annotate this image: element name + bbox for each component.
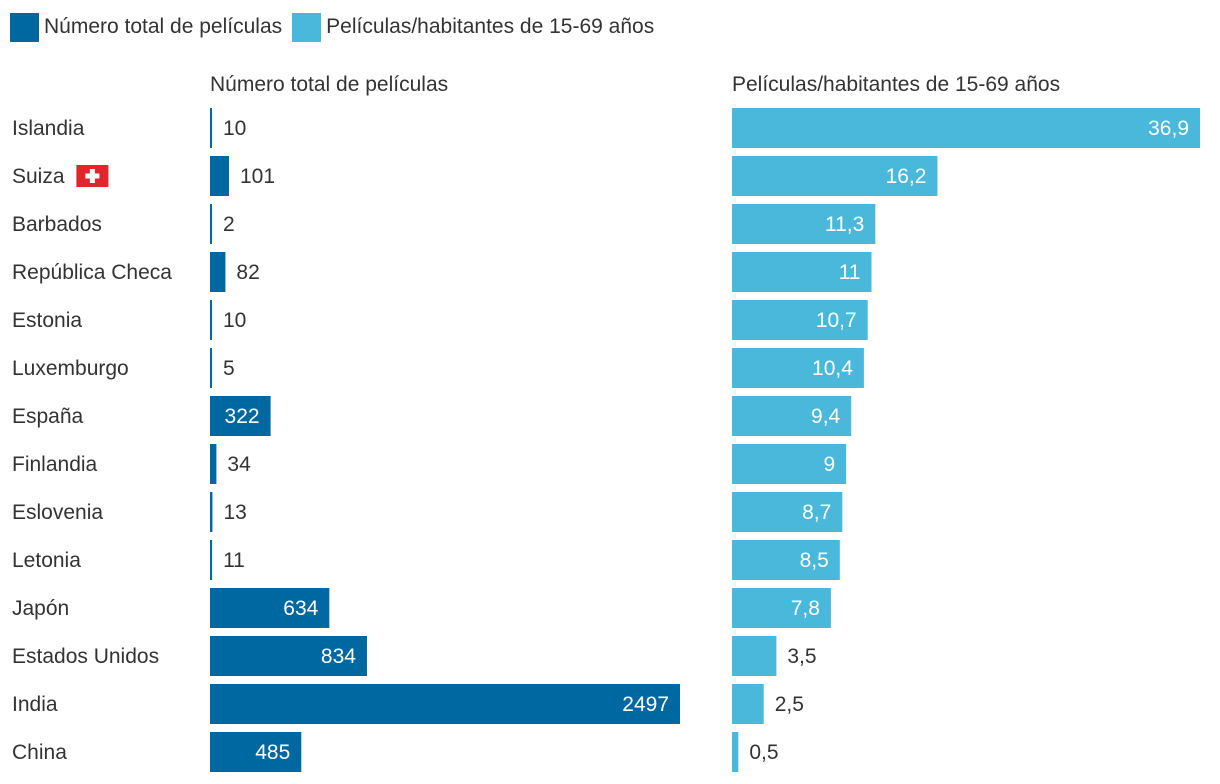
bar-total-estonia: [210, 300, 212, 340]
legend-item-per-capita: Películas/habitantes de 15-69 años: [292, 12, 655, 42]
value-label-total-india: 2497: [622, 693, 669, 716]
bar-total-japon: [210, 588, 330, 628]
swiss-flag-cross-horizontal: [85, 173, 100, 179]
bar-total-finlandia: [210, 444, 217, 484]
bar-per-capita-estonia: [732, 300, 868, 340]
bar-total-republica-checa: [210, 252, 226, 292]
value-label-per-capita-letonia: 8,5: [800, 549, 829, 572]
legend-item-total: Número total de películas: [10, 12, 283, 42]
bar-per-capita-espana: [732, 396, 852, 436]
category-label-letonia: Letonia: [12, 549, 81, 572]
column-title-total: Número total de películas: [210, 73, 449, 96]
value-label-per-capita-estados-unidos: 3,5: [787, 645, 816, 668]
category-label-espana: España: [12, 405, 84, 428]
value-label-per-capita-islandia: 36,9: [1148, 117, 1189, 140]
category-label-eslovenia: Eslovenia: [12, 501, 103, 524]
bar-per-capita-china: [732, 732, 739, 772]
category-label-islandia: Islandia: [12, 117, 85, 140]
value-label-per-capita-india: 2,5: [775, 693, 804, 716]
bar-per-capita-eslovenia: [732, 492, 843, 532]
bar-per-capita-india: [732, 684, 764, 724]
bar-per-capita-letonia: [732, 540, 840, 580]
bar-per-capita-finlandia: [732, 444, 847, 484]
bar-total-islandia: [210, 108, 212, 148]
column-title-per-capita: Películas/habitantes de 15-69 años: [732, 73, 1061, 96]
value-label-total-islandia: 10: [223, 117, 246, 140]
value-label-total-estados-unidos: 834: [321, 645, 356, 668]
value-label-per-capita-republica-checa: 11: [839, 261, 861, 284]
category-label-finlandia: Finlandia: [12, 453, 98, 476]
value-label-total-china: 485: [255, 741, 290, 764]
value-label-per-capita-eslovenia: 8,7: [802, 501, 831, 524]
value-label-total-japon: 634: [283, 597, 318, 620]
bar-per-capita-suiza: [732, 156, 938, 196]
value-label-total-finlandia: 34: [227, 453, 251, 476]
category-label-estonia: Estonia: [12, 309, 82, 332]
bar-total-estados-unidos: [210, 636, 367, 676]
bar-total-letonia: [210, 540, 213, 580]
bar-total-suiza: [210, 156, 230, 196]
legend-swatch-per-capita: [292, 12, 322, 42]
value-label-per-capita-china: 0,5: [749, 741, 778, 764]
bar-chart: Islandia Suiza Barbados República Checa Esto…: [12, 108, 1200, 772]
bar-per-capita-luxemburgo: [732, 348, 864, 388]
value-label-per-capita-barbados: 11,3: [825, 213, 864, 236]
bar-per-capita-estados-unidos: [732, 636, 777, 676]
bar-total-luxemburgo: [210, 348, 212, 388]
bar-total-china: [210, 732, 302, 772]
category-label-suiza: Suiza: [12, 165, 65, 188]
value-label-per-capita-suiza: 16,2: [886, 165, 927, 188]
bar-per-capita-republica-checa: [732, 252, 872, 292]
value-label-total-suiza: 101: [240, 165, 275, 188]
bar-total-eslovenia: [210, 492, 213, 532]
legend-label-per-capita: Películas/habitantes de 15-69 años: [326, 15, 655, 38]
bar-total-india: [210, 684, 680, 724]
bar-per-capita-barbados: [732, 204, 876, 244]
value-label-per-capita-japon: 7,8: [791, 597, 820, 620]
category-label-luxemburgo: Luxemburgo: [12, 357, 129, 380]
bar-total-espana: [210, 396, 271, 436]
bar-per-capita-islandia: [732, 108, 1200, 148]
value-label-total-barbados: 2: [223, 213, 235, 236]
value-label-per-capita-espana: 9,4: [811, 405, 841, 428]
bar-per-capita-japon: [732, 588, 831, 628]
category-label-india: India: [12, 693, 58, 716]
value-label-total-eslovenia: 13: [223, 501, 246, 524]
legend-swatch-total: [10, 12, 39, 42]
value-label-total-republica-checa: 82: [236, 261, 259, 284]
category-label-japon: Japón: [12, 597, 69, 620]
category-label-barbados: Barbados: [12, 213, 102, 236]
value-label-per-capita-estonia: 10,7: [816, 309, 857, 332]
category-label-china: China: [12, 741, 67, 764]
legend-label-total: Número total de películas: [44, 15, 283, 38]
value-label-total-espana: 322: [225, 405, 260, 428]
value-label-total-estonia: 10: [223, 309, 246, 332]
category-label-republica-checa: República Checa: [12, 261, 172, 284]
value-label-per-capita-luxemburgo: 10,4: [812, 357, 853, 380]
bar-total-barbados: [210, 204, 212, 244]
category-label-estados-unidos: Estados Unidos: [12, 645, 159, 668]
legend: Número total de películas Películas/habi…: [10, 12, 664, 42]
value-label-total-letonia: 11: [223, 549, 245, 572]
value-label-per-capita-finlandia: 9: [823, 453, 835, 476]
value-label-total-luxemburgo: 5: [223, 357, 235, 380]
